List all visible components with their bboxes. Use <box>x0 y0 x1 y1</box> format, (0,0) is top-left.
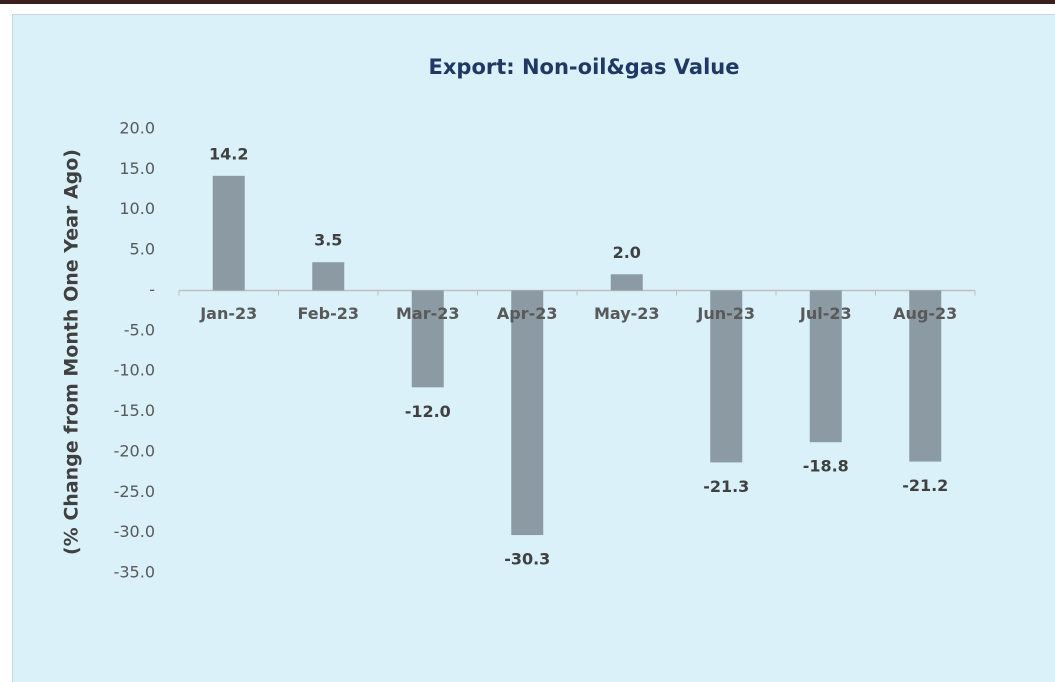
y-tick-label: 20.0 <box>119 119 155 138</box>
data-label: -18.8 <box>803 457 849 476</box>
chart-title: Export: Non-oil&gas Value <box>429 55 740 79</box>
x-tick-label: Jan-23 <box>199 304 257 323</box>
data-label: -12.0 <box>405 402 451 421</box>
bar <box>909 290 942 462</box>
bar <box>809 290 842 443</box>
top-border <box>0 0 1055 4</box>
data-label: 14.2 <box>209 144 248 163</box>
x-tick-label: Mar-23 <box>396 304 460 323</box>
y-tick-label: 5.0 <box>130 240 155 259</box>
y-tick-label: -5.0 <box>124 320 155 339</box>
x-tick-label: Apr-23 <box>497 304 558 323</box>
data-label: -21.3 <box>703 477 749 496</box>
data-label: 3.5 <box>314 231 342 250</box>
data-label: -21.2 <box>902 476 948 495</box>
y-tick-label: 15.0 <box>119 159 155 178</box>
x-tick-label: Aug-23 <box>893 304 957 323</box>
bar <box>312 262 345 291</box>
bar <box>710 290 743 463</box>
bar <box>610 274 643 291</box>
y-tick-label: -20.0 <box>114 441 155 460</box>
y-tick-label: -35.0 <box>114 563 155 582</box>
x-tick-label: Jul-23 <box>799 304 852 323</box>
y-tick-label: -25.0 <box>114 482 155 501</box>
bar <box>511 290 544 536</box>
y-tick-label: -10.0 <box>114 361 155 380</box>
x-tick-label: Jun-23 <box>696 304 755 323</box>
x-tick-label: Feb-23 <box>298 304 360 323</box>
bar <box>411 290 444 388</box>
data-label: 2.0 <box>613 243 641 262</box>
y-tick-label: -15.0 <box>114 401 155 420</box>
x-tick-label: May-23 <box>594 304 660 323</box>
data-label: -30.3 <box>504 550 550 569</box>
bar <box>212 175 245 291</box>
y-tick-label: 10.0 <box>119 199 155 218</box>
y-tick-label: - <box>149 280 155 299</box>
y-axis-label: (% Change from Month One Year Ago) <box>61 149 83 555</box>
y-tick-label: -30.0 <box>114 522 155 541</box>
